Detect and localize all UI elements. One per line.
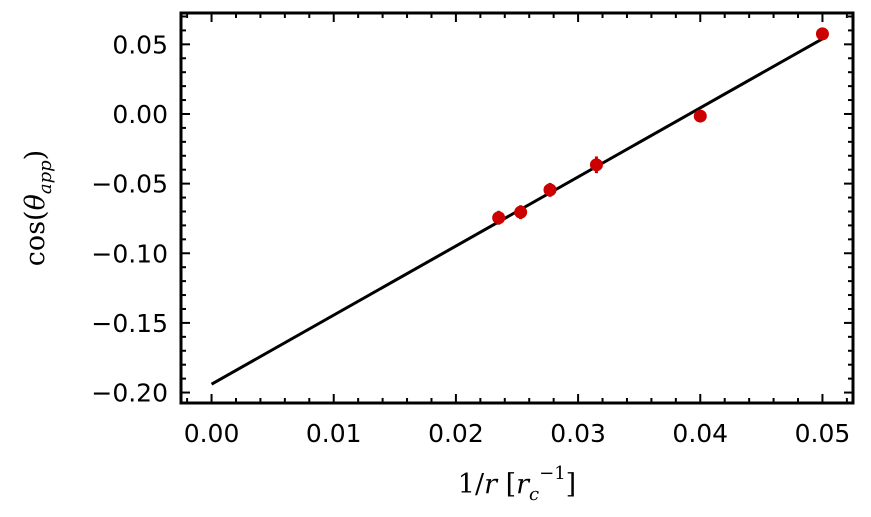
y-axis-label: cos(θapp)	[20, 150, 56, 266]
data-point	[492, 211, 506, 225]
data-points	[492, 27, 829, 225]
y-tick-label: −0.05	[91, 170, 168, 199]
y-tick-label: −0.10	[91, 239, 168, 268]
x-tick-label: 0.05	[795, 419, 851, 448]
x-tick-label: 0.04	[672, 419, 728, 448]
x-tick-label: 0.03	[550, 419, 606, 448]
data-point	[543, 183, 557, 197]
x-tick-label: 0.00	[184, 419, 240, 448]
data-point	[514, 205, 528, 219]
y-tick-label: −0.20	[91, 379, 168, 408]
y-tick-label: 0.05	[112, 30, 168, 59]
plot-frame	[179, 11, 855, 405]
x-tick-label: 0.01	[306, 419, 362, 448]
data-point	[589, 158, 603, 172]
data-point	[693, 109, 707, 123]
x-tick-label: 0.02	[428, 419, 484, 448]
tick-labels: 0.00 0.01 0.02 0.03 0.04 0.05 0.05 0.00 −0.05 −0.…	[91, 30, 850, 448]
y-tick-label: −0.15	[91, 309, 168, 338]
data-point	[815, 27, 829, 41]
x-axis-label: 1/r [rc−1]	[458, 463, 576, 505]
y-tick-label: 0.00	[112, 100, 168, 129]
